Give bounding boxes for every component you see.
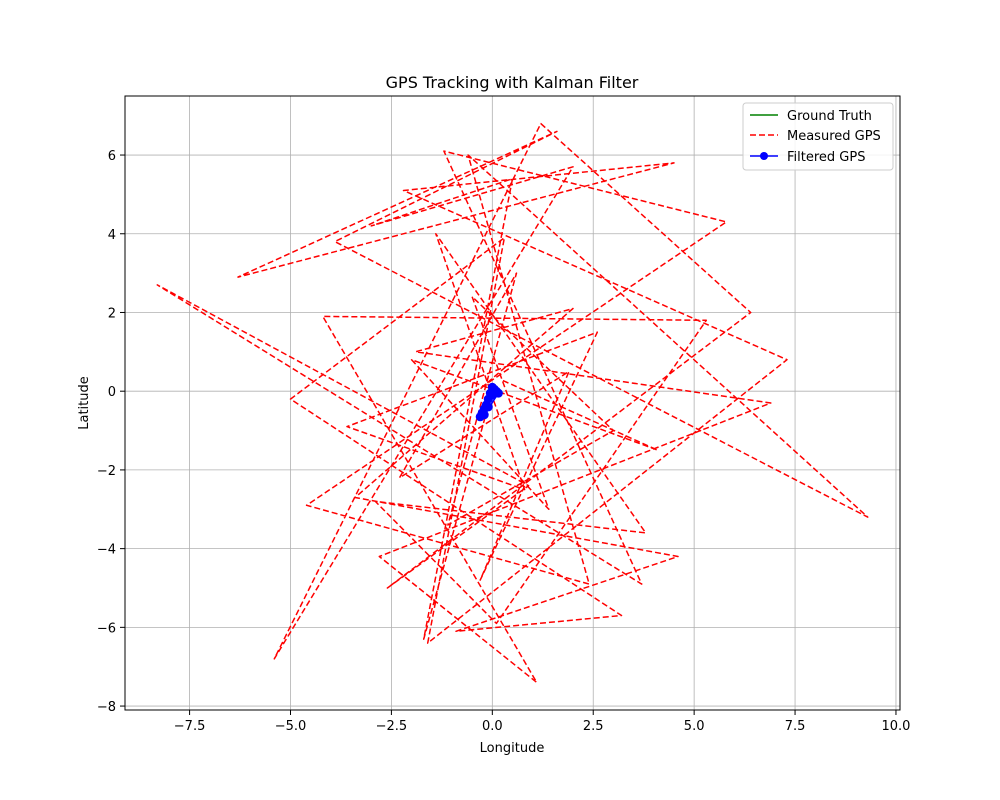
- filtered-gps-point: [479, 410, 489, 420]
- y-tick-label: −4: [97, 543, 116, 558]
- series-line-measured-gps: [156, 122, 869, 684]
- x-tick-label: −5.0: [275, 719, 307, 734]
- y-tick-label: −6: [97, 621, 116, 636]
- x-tick-label: 2.5: [583, 719, 604, 734]
- y-axis-label: Latitude: [77, 376, 92, 430]
- x-tick-label: 0.0: [482, 719, 503, 734]
- y-axis-ticks: −8 −6 −4 −2 0 2 4 6: [97, 149, 125, 715]
- x-tick-label: −2.5: [376, 719, 408, 734]
- legend: Ground Truth Measured GPS Filtered GPS: [742, 102, 894, 171]
- y-tick-label: 4: [108, 228, 116, 243]
- x-tick-label: 5.0: [684, 719, 705, 734]
- y-tick-label: 0: [108, 385, 116, 400]
- legend-marker-filtered-gps: [760, 152, 768, 160]
- series-layer: [156, 122, 869, 684]
- filtered-gps-point: [483, 402, 493, 412]
- x-tick-label: −7.5: [174, 719, 206, 734]
- y-tick-label: −2: [97, 464, 116, 479]
- y-tick-label: 2: [108, 306, 116, 321]
- filtered-gps-point: [487, 390, 497, 400]
- chart-title: GPS Tracking with Kalman Filter: [386, 73, 639, 92]
- y-tick-label: −8: [97, 700, 116, 715]
- x-axis-ticks: −7.5 −5.0 −2.5 0.0 2.5 5.0 7.5 10.0: [174, 710, 910, 734]
- x-tick-label: 7.5: [785, 719, 806, 734]
- legend-label-ground-truth: Ground Truth: [787, 109, 872, 124]
- legend-box: [742, 102, 894, 171]
- grid-lines: [125, 96, 900, 710]
- x-tick-label: 10.0: [881, 719, 910, 734]
- y-tick-label: 6: [108, 149, 116, 164]
- plot-frame: [124, 95, 901, 711]
- legend-label-filtered-gps: Filtered GPS: [787, 150, 865, 165]
- x-axis-label: Longitude: [480, 741, 545, 756]
- legend-label-measured-gps: Measured GPS: [787, 129, 881, 144]
